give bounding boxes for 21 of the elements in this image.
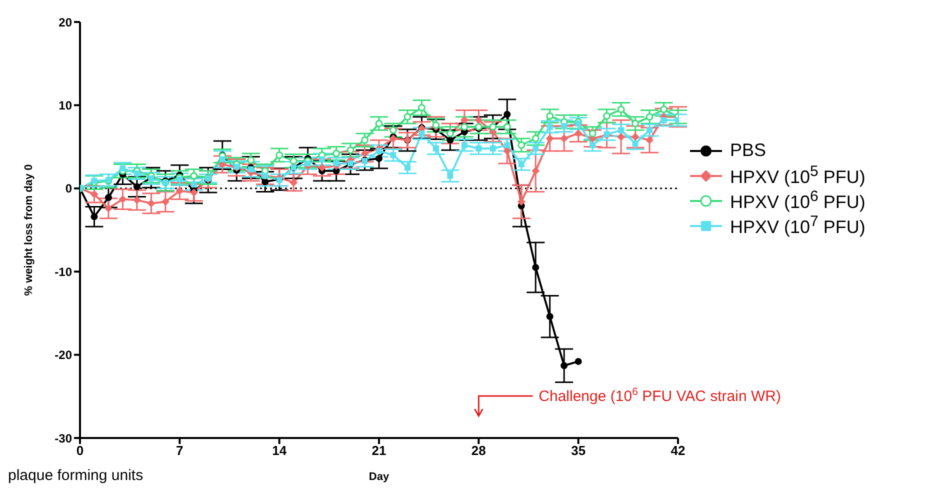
- legend-label: HPXV (10$^{7}$ PFU): [730, 213, 866, 238]
- x-tick-label: 7: [176, 443, 184, 458]
- x-tick-label: 14: [272, 443, 288, 458]
- x-tick-label: 0: [76, 443, 84, 458]
- y-axis-title: % weight loss from day 0: [22, 164, 35, 296]
- legend-label: PBS: [730, 140, 766, 161]
- x-tick-label: 21: [372, 443, 386, 458]
- y-tick-label: -30: [54, 431, 72, 446]
- annotation: Challenge (10$^{6}$ PFU VAC strain WR): [538, 386, 781, 405]
- y-tick-label: 10: [58, 98, 72, 112]
- x-tick-label: 42: [670, 443, 686, 458]
- y-tick-label: 20: [58, 15, 72, 30]
- y-tick-label: -20: [54, 348, 72, 362]
- x-axis-title: Day: [368, 471, 390, 483]
- legend-label: HPXV (10$^{5}$ PFU): [730, 163, 866, 188]
- text: plaque forming units: [8, 466, 144, 486]
- legend-label: HPXV (10$^{6}$ PFU): [730, 188, 866, 213]
- y-tick-label: -10: [54, 264, 72, 279]
- x-tick-label: 35: [571, 443, 586, 458]
- x-tick-label: 28: [471, 443, 486, 458]
- y-tick-label: 0: [65, 182, 72, 196]
